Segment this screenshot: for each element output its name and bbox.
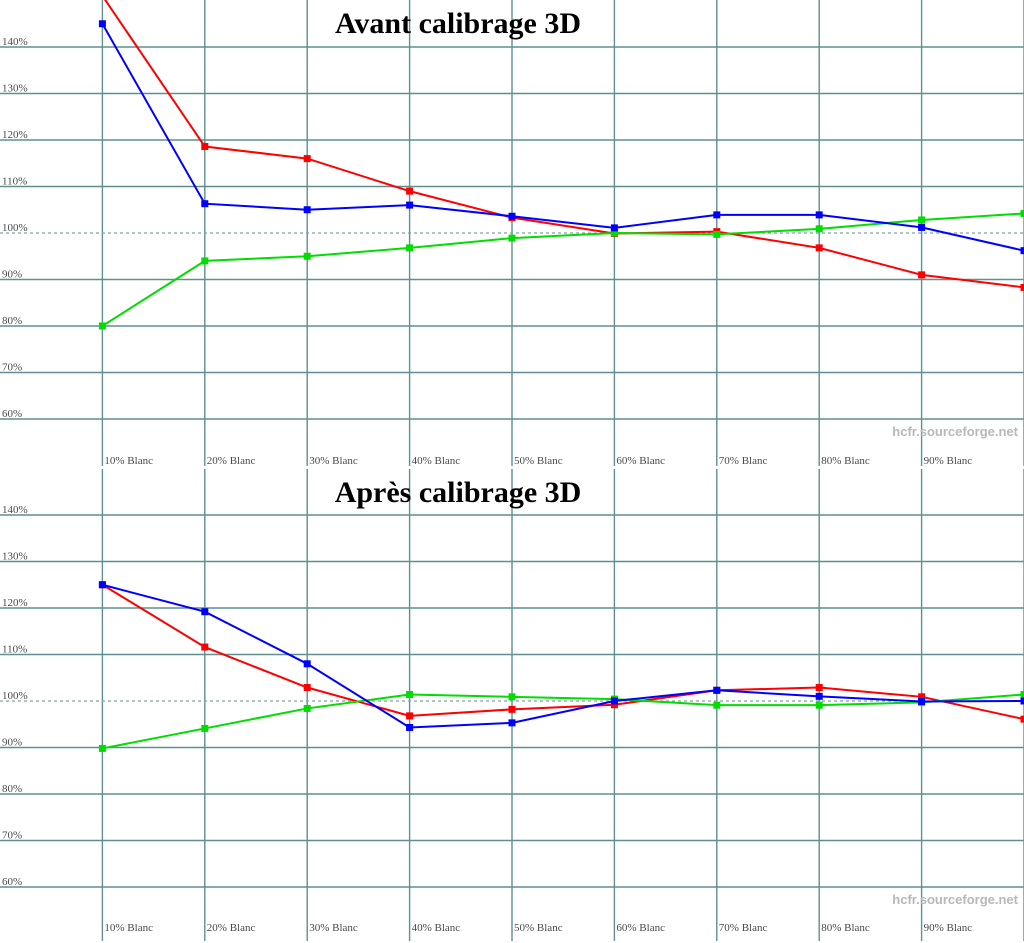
x-axis-tick-label: 60% Blanc	[616, 922, 665, 934]
data-point-blue	[98, 20, 106, 28]
series-line-red	[104, 0, 1024, 289]
data-point-blue	[815, 692, 823, 700]
data-point-green	[713, 230, 721, 238]
data-point-red	[406, 187, 414, 195]
y-axis-tick-label: 100%	[2, 222, 28, 234]
y-axis-tick-label: 110%	[2, 644, 27, 656]
data-point-red	[918, 693, 926, 701]
x-axis-tick-label: 20% Blanc	[207, 455, 256, 467]
data-point-blue	[815, 211, 823, 219]
x-axis-tick-label: 30% Blanc	[309, 455, 358, 467]
data-point-blue	[610, 224, 618, 232]
data-point-green	[508, 234, 516, 242]
data-point-blue	[406, 201, 414, 209]
x-axis-tick-label: 20% Blanc	[207, 922, 256, 934]
data-point-green	[1020, 690, 1024, 698]
data-point-red	[918, 271, 926, 279]
data-point-blue	[303, 206, 311, 214]
y-axis-tick-label: 60%	[2, 876, 22, 888]
data-point-red	[201, 643, 209, 651]
data-point-green	[508, 693, 516, 701]
data-point-red	[610, 701, 618, 709]
x-axis-tick-label: 40% Blanc	[412, 922, 461, 934]
y-axis-tick-label: 70%	[2, 830, 22, 842]
data-point-green	[201, 724, 209, 732]
data-point-blue	[713, 211, 721, 219]
data-point-green	[406, 690, 414, 698]
y-axis-tick-label: 120%	[2, 129, 28, 141]
series-line-red	[101, 583, 1024, 721]
x-axis-tick-label: 90% Blanc	[924, 922, 973, 934]
data-point-green	[406, 244, 414, 252]
data-point-blue	[201, 608, 209, 616]
x-axis-tick-label: 70% Blanc	[719, 455, 768, 467]
y-axis-tick-label: 80%	[2, 315, 22, 327]
data-point-green	[98, 744, 106, 752]
x-axis-tick-label: 30% Blanc	[309, 922, 358, 934]
y-axis-tick-label: 60%	[2, 408, 22, 420]
data-point-green	[1020, 209, 1024, 217]
y-axis-tick-label: 100%	[2, 690, 28, 702]
x-axis-tick-label: 70% Blanc	[719, 922, 768, 934]
data-point-blue	[918, 697, 926, 705]
data-point-red	[303, 684, 311, 692]
data-point-red	[815, 244, 823, 252]
data-point-red	[303, 155, 311, 163]
y-axis-tick-label: 90%	[2, 269, 22, 281]
series-line-green	[102, 693, 1024, 750]
data-point-blue	[713, 686, 721, 694]
x-axis-tick-label: 80% Blanc	[821, 455, 870, 467]
series-line-blue	[102, 583, 1024, 729]
data-point-red	[201, 143, 209, 151]
x-axis-tick-label: 50% Blanc	[514, 922, 563, 934]
y-axis-tick-label: 110%	[2, 176, 27, 188]
y-axis-tick-label: 120%	[2, 597, 28, 609]
x-axis-tick-label: 50% Blanc	[514, 455, 563, 467]
data-point-green	[98, 322, 106, 330]
data-point-red	[815, 684, 823, 692]
data-point-green	[610, 229, 618, 237]
y-axis-tick-label: 140%	[2, 36, 28, 48]
data-point-red	[406, 712, 414, 720]
data-point-blue	[1020, 247, 1024, 255]
data-point-blue	[610, 697, 618, 705]
series-line-green	[101, 212, 1024, 327]
x-axis-tick-label: 90% Blanc	[924, 455, 973, 467]
x-axis-tick-label: 10% Blanc	[104, 922, 153, 934]
data-point-green	[713, 701, 721, 709]
data-point-blue	[98, 581, 106, 589]
data-point-red	[1020, 283, 1024, 291]
data-point-green	[201, 257, 209, 265]
x-axis-tick-label: 40% Blanc	[412, 455, 461, 467]
series-line-blue	[101, 23, 1024, 252]
data-point-red	[508, 705, 516, 713]
data-point-green	[815, 701, 823, 709]
data-point-blue	[201, 200, 209, 208]
y-axis-tick-label: 140%	[2, 504, 28, 516]
x-axis-tick-label: 80% Blanc	[821, 922, 870, 934]
data-point-green	[303, 704, 311, 712]
data-point-blue	[406, 724, 414, 732]
data-point-blue	[303, 660, 311, 668]
y-axis-tick-label: 130%	[2, 83, 28, 95]
y-axis-tick-label: 80%	[2, 783, 22, 795]
data-point-blue	[918, 223, 926, 231]
data-point-green	[815, 225, 823, 233]
data-point-green	[918, 216, 926, 224]
data-point-blue	[1020, 697, 1024, 705]
y-axis-tick-label: 70%	[2, 362, 22, 374]
y-axis-tick-label: 130%	[2, 551, 28, 563]
data-point-red	[1020, 715, 1024, 723]
data-point-blue	[508, 719, 516, 727]
x-axis-tick-label: 60% Blanc	[616, 455, 665, 467]
data-point-green	[303, 252, 311, 260]
data-point-blue	[508, 212, 516, 220]
y-axis-tick-label: 90%	[2, 737, 22, 749]
x-axis-tick-label: 10% Blanc	[104, 455, 153, 467]
